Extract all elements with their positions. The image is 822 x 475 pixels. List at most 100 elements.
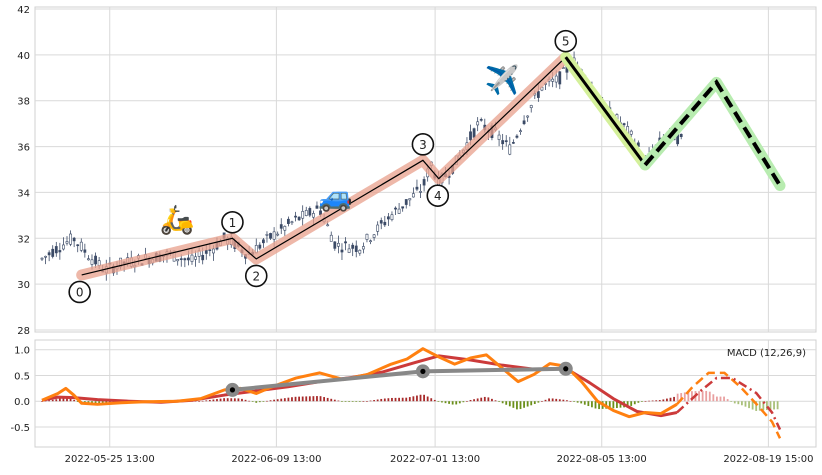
candle-body xyxy=(551,78,555,82)
candle-body xyxy=(201,254,205,261)
histogram-bar xyxy=(580,401,583,404)
histogram-bar xyxy=(233,398,236,402)
wave-label-1: 1 xyxy=(229,216,237,230)
histogram-bar xyxy=(630,401,633,406)
histogram-bar xyxy=(705,390,708,402)
histogram-bar xyxy=(483,396,486,402)
price-y-tick-label: 42 xyxy=(17,5,30,16)
histogram-bar xyxy=(237,398,240,402)
histogram-bar xyxy=(294,396,297,402)
histogram-bar xyxy=(626,401,629,408)
candle-body xyxy=(269,233,272,239)
histogram-bar xyxy=(223,398,226,402)
candle-body xyxy=(329,234,333,242)
histogram-bar xyxy=(648,400,650,402)
histogram-bar xyxy=(387,398,390,402)
histogram-bar xyxy=(455,401,458,405)
histogram-bar xyxy=(633,401,636,405)
car-icon: 🚙 xyxy=(318,180,353,213)
histogram-bar xyxy=(305,396,308,402)
histogram-bar xyxy=(458,401,461,404)
candle-body xyxy=(347,248,351,253)
histogram-bar xyxy=(469,399,472,402)
histogram-bar xyxy=(330,398,333,402)
candle-body xyxy=(204,249,208,254)
x-tick-label: 2022-08-05 13:00 xyxy=(557,454,647,465)
candle-body xyxy=(283,226,287,231)
macd-panel: 1.0 0.5 0.0 -0.5 2022-05-25 13:00 2022-06-09… xyxy=(10,339,817,465)
histogram-bar xyxy=(419,394,422,402)
histogram-bar xyxy=(533,401,536,405)
wave-icons: 🛵 🚙 ✈️ xyxy=(159,62,519,236)
candle-body xyxy=(54,246,58,254)
x-axis-ticks: 2022-05-25 13:00 2022-06-09 13:00 2022-07-… xyxy=(65,454,814,465)
candle-body xyxy=(554,75,558,83)
histogram-bar xyxy=(366,401,368,402)
candle-body xyxy=(508,144,512,155)
histogram-bar xyxy=(480,397,483,402)
histogram-bar xyxy=(344,401,347,402)
histogram-bar xyxy=(666,398,668,402)
macd-histogram xyxy=(41,390,779,411)
histogram-bar xyxy=(730,401,733,402)
histogram-bar xyxy=(212,399,215,402)
histogram-bar xyxy=(519,401,522,410)
histogram-bar xyxy=(444,401,447,404)
histogram-bar xyxy=(348,401,351,402)
histogram-bar xyxy=(737,401,740,405)
histogram-bar xyxy=(587,401,590,407)
candle-body xyxy=(519,130,522,133)
candle-body xyxy=(333,241,337,249)
histogram-bar xyxy=(526,401,529,407)
divergence-marker-dot xyxy=(229,387,236,393)
histogram-bar xyxy=(41,401,43,402)
candle-body xyxy=(311,213,315,218)
histogram-bar xyxy=(323,397,326,402)
macd-y-tick-label: -0.5 xyxy=(10,423,30,434)
histogram-bar xyxy=(712,394,715,402)
histogram-bar xyxy=(351,401,354,402)
histogram-bar xyxy=(73,399,76,402)
histogram-bar xyxy=(291,397,293,402)
candle-body xyxy=(183,258,187,261)
histogram-bar xyxy=(248,400,251,402)
histogram-bar xyxy=(726,399,729,402)
macd-divergence xyxy=(225,361,573,397)
wave-label-4: 4 xyxy=(434,189,442,203)
histogram-bar xyxy=(376,399,379,402)
candle-body xyxy=(415,186,419,190)
candle-body xyxy=(536,91,540,98)
histogram-bar xyxy=(208,399,211,402)
histogram-bar xyxy=(369,400,372,402)
histogram-bar xyxy=(673,396,675,402)
wave-label-circle xyxy=(554,29,578,53)
candle-body xyxy=(179,258,183,260)
histogram-bar xyxy=(76,401,79,402)
candle-body xyxy=(526,115,530,118)
histogram-bar xyxy=(276,399,279,402)
histogram-bar xyxy=(523,401,525,408)
candle-body xyxy=(51,248,55,257)
histogram-bar xyxy=(716,396,718,402)
candle-body xyxy=(308,208,312,216)
histogram-bar xyxy=(251,401,254,402)
candle-body xyxy=(397,208,401,214)
histogram-bar xyxy=(505,401,508,405)
macd-legend-title: MACD (12,26,9) xyxy=(727,348,806,359)
impulse-wave-line xyxy=(81,56,567,276)
histogram-bar xyxy=(451,401,454,405)
histogram-bar xyxy=(358,401,361,402)
histogram-bar xyxy=(437,401,440,402)
histogram-bar xyxy=(412,396,415,402)
histogram-bar xyxy=(423,394,425,402)
price-y-tick-label: 40 xyxy=(17,51,30,62)
candle-body xyxy=(265,234,269,236)
candle-body xyxy=(208,249,212,251)
histogram-bar xyxy=(741,401,743,406)
histogram-bar xyxy=(48,400,51,402)
histogram-bar xyxy=(619,401,622,408)
histogram-bar xyxy=(391,397,393,402)
histogram-bar xyxy=(530,401,533,406)
price-y-tick-label: 38 xyxy=(17,97,30,108)
